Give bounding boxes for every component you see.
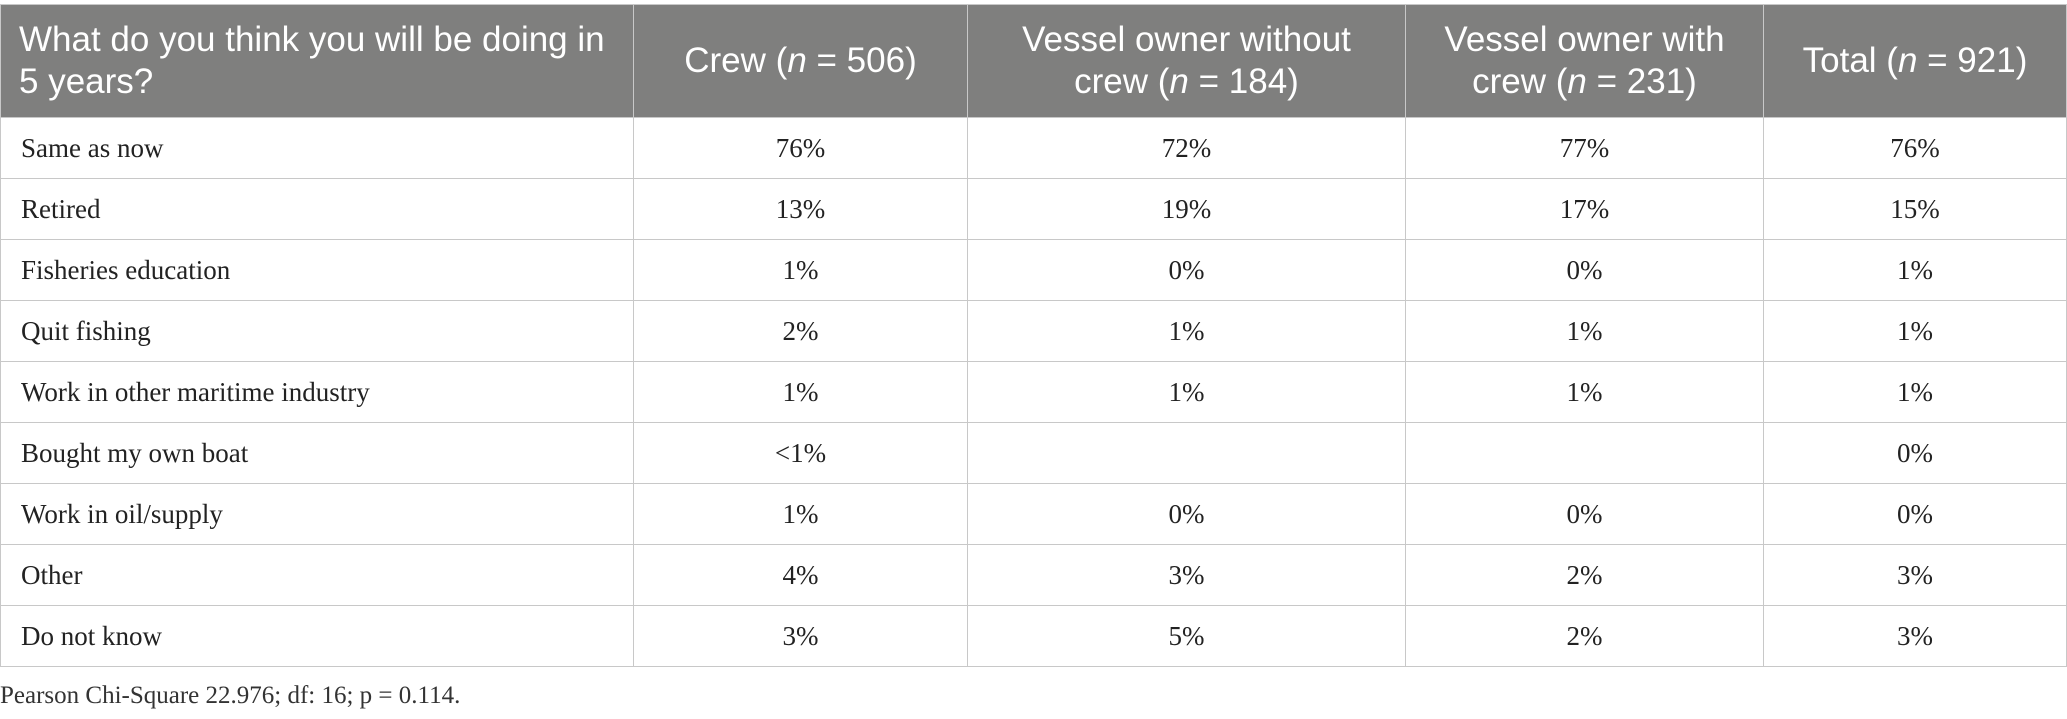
cell-owner-without-crew: 19% (967, 178, 1406, 240)
table-header: What do you think you will be doing in 5… (0, 4, 2067, 118)
results-table: What do you think you will be doing in 5… (0, 4, 2067, 667)
row-label: Same as now (0, 117, 634, 179)
row-label: Work in other maritime industry (0, 361, 634, 423)
cell-crew: 1% (633, 361, 968, 423)
table-body: Same as now 76% 72% 77% 76% Retired 13% … (0, 117, 2067, 667)
header-crew-pre: Crew ( (684, 41, 788, 80)
table-row: Retired 13% 19% 17% 15% (0, 178, 2067, 240)
cell-owner-with-crew: 1% (1405, 361, 1764, 423)
cell-owner-with-crew: 0% (1405, 239, 1764, 301)
header-owner-with-crew: Vessel owner with crew (n = 231) (1405, 4, 1764, 118)
header-owner-without-n: n (1169, 62, 1189, 101)
table-row: Fisheries education 1% 0% 0% 1% (0, 239, 2067, 301)
cell-owner-with-crew: 0% (1405, 483, 1764, 545)
table-row: Other 4% 3% 2% 3% (0, 544, 2067, 606)
header-owner-without-crew: Vessel owner without crew (n = 184) (967, 4, 1406, 118)
cell-owner-with-crew: 2% (1405, 544, 1764, 606)
header-total: Total (n = 921) (1763, 4, 2067, 118)
cell-owner-with-crew: 2% (1405, 605, 1764, 667)
header-owner-with-n: n (1567, 62, 1587, 101)
cell-owner-with-crew (1405, 422, 1764, 484)
row-label: Quit fishing (0, 300, 634, 362)
cell-total: 3% (1763, 544, 2067, 606)
header-owner-without-post: = 184) (1188, 62, 1299, 101)
header-owner-without-pre: Vessel owner without crew ( (1022, 20, 1351, 101)
row-label: Do not know (0, 605, 634, 667)
header-crew-n: n (787, 41, 807, 80)
cell-crew: 76% (633, 117, 968, 179)
cell-total: 1% (1763, 300, 2067, 362)
table-row: Quit fishing 2% 1% 1% 1% (0, 300, 2067, 362)
table-row: Work in oil/supply 1% 0% 0% 0% (0, 483, 2067, 545)
cell-crew: 3% (633, 605, 968, 667)
cell-owner-without-crew: 72% (967, 117, 1406, 179)
cell-owner-without-crew (967, 422, 1406, 484)
cell-owner-without-crew: 1% (967, 361, 1406, 423)
header-question: What do you think you will be doing in 5… (0, 4, 634, 118)
cell-owner-with-crew: 77% (1405, 117, 1764, 179)
header-crew-post: = 506) (806, 41, 917, 80)
table-row: Same as now 76% 72% 77% 76% (0, 117, 2067, 179)
cell-total: 3% (1763, 605, 2067, 667)
cell-owner-without-crew: 0% (967, 239, 1406, 301)
header-total-pre: Total ( (1802, 41, 1898, 80)
header-row: What do you think you will be doing in 5… (0, 4, 2067, 118)
cell-crew: 1% (633, 483, 968, 545)
table-row: Bought my own boat <1% 0% (0, 422, 2067, 484)
row-label: Other (0, 544, 634, 606)
cell-crew: 4% (633, 544, 968, 606)
cell-owner-with-crew: 17% (1405, 178, 1764, 240)
cell-crew: <1% (633, 422, 968, 484)
cell-total: 76% (1763, 117, 2067, 179)
table-row: Do not know 3% 5% 2% 3% (0, 605, 2067, 667)
header-total-post: = 921) (1917, 41, 2028, 80)
row-label: Bought my own boat (0, 422, 634, 484)
row-label: Work in oil/supply (0, 483, 634, 545)
cell-total: 15% (1763, 178, 2067, 240)
header-question-text: What do you think you will be doing in 5… (19, 20, 605, 101)
table-row: Work in other maritime industry 1% 1% 1%… (0, 361, 2067, 423)
cell-owner-without-crew: 3% (967, 544, 1406, 606)
cell-total: 1% (1763, 361, 2067, 423)
table-footnote: Pearson Chi-Square 22.976; df: 16; p = 0… (0, 682, 461, 709)
header-total-n: n (1897, 41, 1918, 80)
cell-crew: 2% (633, 300, 968, 362)
cell-owner-without-crew: 5% (967, 605, 1406, 667)
cell-total: 0% (1763, 422, 2067, 484)
header-crew: Crew (n = 506) (633, 4, 968, 118)
header-owner-with-post: = 231) (1586, 62, 1697, 101)
header-owner-with-pre: Vessel owner with crew ( (1444, 20, 1725, 101)
row-label: Retired (0, 178, 634, 240)
cell-owner-without-crew: 1% (967, 300, 1406, 362)
row-label: Fisheries education (0, 239, 634, 301)
cell-owner-without-crew: 0% (967, 483, 1406, 545)
cell-total: 0% (1763, 483, 2067, 545)
cell-owner-with-crew: 1% (1405, 300, 1764, 362)
cell-crew: 1% (633, 239, 968, 301)
cell-total: 1% (1763, 239, 2067, 301)
cell-crew: 13% (633, 178, 968, 240)
